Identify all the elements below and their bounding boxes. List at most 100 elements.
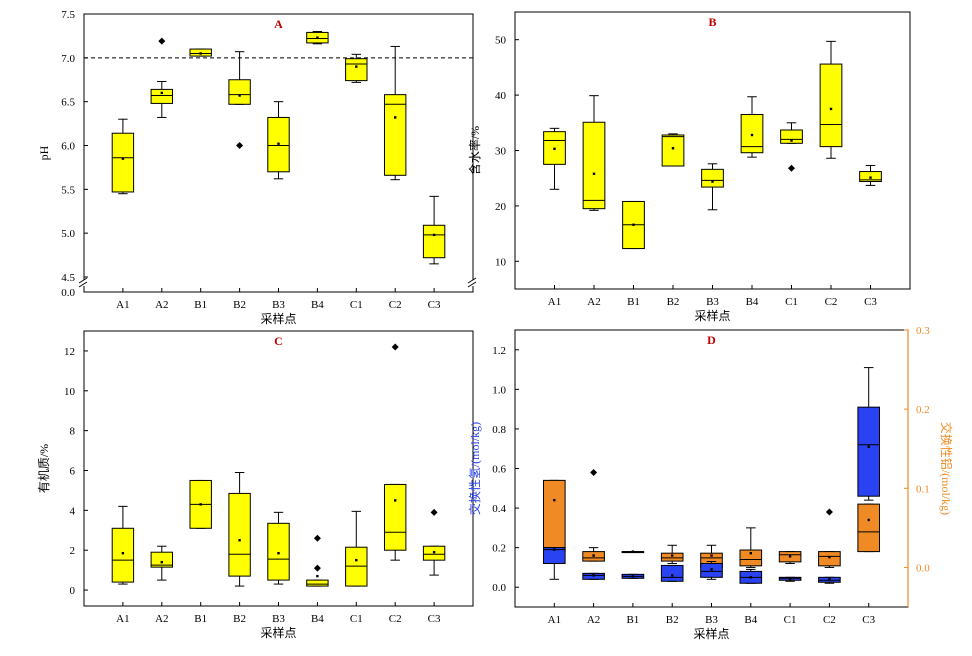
panel-d-xtick-label: B1	[626, 614, 639, 626]
panel-d-xtick-label: B2	[666, 614, 679, 626]
panel-d-iqr-box-al-B2	[660, 552, 684, 562]
panel-c-box-C3	[422, 508, 446, 576]
panel-c-box-B3	[267, 511, 290, 585]
panel-c-xlabel: 采样点	[260, 625, 296, 640]
panel-a-box-B4	[306, 31, 329, 45]
panel-a-iqr-box-B2	[228, 79, 251, 105]
panel-b-iqr-box-B3	[701, 168, 724, 188]
panel-d-ylabel: 交换性氢/(mol/kg)	[467, 422, 482, 515]
panel-b-iqr-box-C1	[780, 129, 803, 144]
panel-b-letter: B	[708, 15, 716, 29]
panel-d-ytick-label-right: 0.3	[916, 325, 930, 337]
panel-d-ytick-label: 0.2	[492, 543, 506, 555]
panel-b-ytick-label: 40	[495, 90, 507, 102]
panel-b-iqr-box-B4	[740, 113, 764, 154]
panel-d-mean-h-B1	[631, 575, 635, 578]
panel-d-mean-h-B3	[710, 568, 713, 571]
panel-b-mean-B3	[711, 180, 714, 183]
panel-c-ylabel: 有机质/%	[37, 444, 51, 493]
panel-a-mean-C3	[432, 233, 436, 237]
panel-c-box-B4	[306, 534, 329, 587]
panel-b-ylabel: 含水率/%	[467, 126, 482, 175]
panel-a-box-B3	[267, 101, 290, 180]
panel-b-ytick-label: 20	[495, 201, 507, 213]
panel-d-box-h-A1	[542, 547, 566, 580]
panel-a-mean-B1	[199, 52, 202, 55]
panel-b-ytick-label: 10	[495, 256, 507, 268]
panel-d-box-h-B1	[621, 573, 645, 579]
panel-c-mean-C1	[355, 558, 358, 562]
panel-a-mean-A2	[160, 91, 163, 95]
panel-a-box-B1	[189, 48, 212, 57]
panel-c-iqr-box-A2	[150, 551, 173, 568]
panel-a-xtick-label: B3	[272, 299, 285, 311]
panel-b-mean-C3	[869, 176, 872, 179]
panel-b-xtick-label: A1	[548, 296, 561, 308]
panel-d-mean-h-C1	[788, 578, 792, 581]
panel-b-iqr-box-A2	[582, 121, 606, 210]
panel-b-mean-B1	[632, 223, 635, 226]
panel-b-xtick-label: B4	[746, 296, 759, 308]
panel-d-iqr-box-al-A1	[542, 479, 566, 553]
panel-d-ytick-label-right: 0.0	[916, 562, 930, 574]
panel-b-iqr-box-C2	[819, 63, 843, 148]
panel-a-ytick-label: 5.5	[61, 184, 75, 196]
panel-d-mean-al-B4	[749, 551, 752, 555]
panel-d-mean-al-B2	[671, 554, 674, 557]
panel-d-ytick-label: 0.8	[492, 424, 506, 436]
panel-d-letter: D	[707, 333, 716, 347]
panel-c-ytick-label: 10	[64, 386, 76, 398]
panel-a-iqr-box-C3	[422, 224, 446, 259]
panel-b-mean-A1	[553, 147, 556, 151]
panel-b-box-C2	[819, 40, 843, 159]
panel-c-xtick-label: C1	[350, 613, 363, 625]
panel-d-ytick-label: 1.2	[492, 345, 506, 357]
panel-a-box-B2	[228, 51, 251, 149]
panel-b-box-A2	[582, 95, 606, 211]
panel-d-box-h-C2	[818, 576, 841, 584]
panel-b-xtick-label: A2	[587, 296, 600, 308]
panel-a-box-C1	[345, 53, 368, 83]
panel-c-iqr-box-C2	[384, 483, 407, 551]
panel-b-xtick-label: B1	[627, 296, 640, 308]
panel-d-box-al-C3	[857, 503, 881, 553]
panel-d-outlier-al-A2	[590, 468, 598, 476]
panel-c-iqr-box-B2	[228, 492, 251, 577]
panel-b-mean-A2	[592, 172, 596, 175]
panel-b-ytick-label: 30	[495, 146, 507, 158]
panel-d-ytick-label: 1.0	[492, 384, 506, 396]
panel-c-mean-C2	[394, 499, 397, 502]
panel-d-ytick-label-right: 0.1	[916, 483, 930, 495]
panel-c-ytick-label: 2	[70, 545, 76, 557]
panel-b-xtick-label: B3	[706, 296, 719, 308]
panel-b-box-C1	[780, 122, 803, 172]
panel-c-mean-A2	[160, 560, 163, 564]
panel-d-mean-h-C2	[828, 578, 831, 581]
panel-a-ytick-label: 7.5	[61, 9, 75, 21]
panel-d-box-al-C2	[818, 508, 841, 568]
panel-a-xtick-label: B2	[233, 299, 246, 311]
panel-a-box-A2	[150, 37, 173, 118]
panel-c-xtick-label: B3	[272, 613, 285, 625]
panel-d-mean-al-C3	[867, 518, 870, 522]
panel-d-iqr-box-h-C3	[857, 406, 881, 497]
panel-c-xtick-label: C2	[389, 613, 402, 625]
panel-b-box-B1	[622, 200, 645, 250]
panel-b-mean-C1	[790, 139, 793, 142]
panel-a-outlier-B2	[236, 142, 244, 149]
panel-a-break-tick-label: 0.0	[61, 287, 75, 299]
panel-a-axis-break	[78, 277, 479, 288]
panel-c-iqr-box-B3	[267, 522, 290, 581]
panel-b-mean-C2	[829, 107, 833, 111]
panel-d-box-al-A2	[582, 468, 605, 562]
panel-d-iqr-box-al-B4	[739, 549, 763, 567]
panel-a-outlier-A2	[158, 37, 166, 45]
panel-d-mean-h-C3	[867, 445, 870, 448]
panel-b-frame	[514, 11, 911, 290]
panel-d-box-al-A1	[542, 479, 566, 553]
panel-d-iqr-box-al-C3	[857, 503, 881, 553]
panel-c-xtick-label: A1	[116, 613, 129, 625]
panel-d-outlier-al-C2	[825, 508, 833, 516]
panel-c-box-B2	[228, 471, 251, 587]
panel-b-mean-B2	[671, 147, 675, 150]
